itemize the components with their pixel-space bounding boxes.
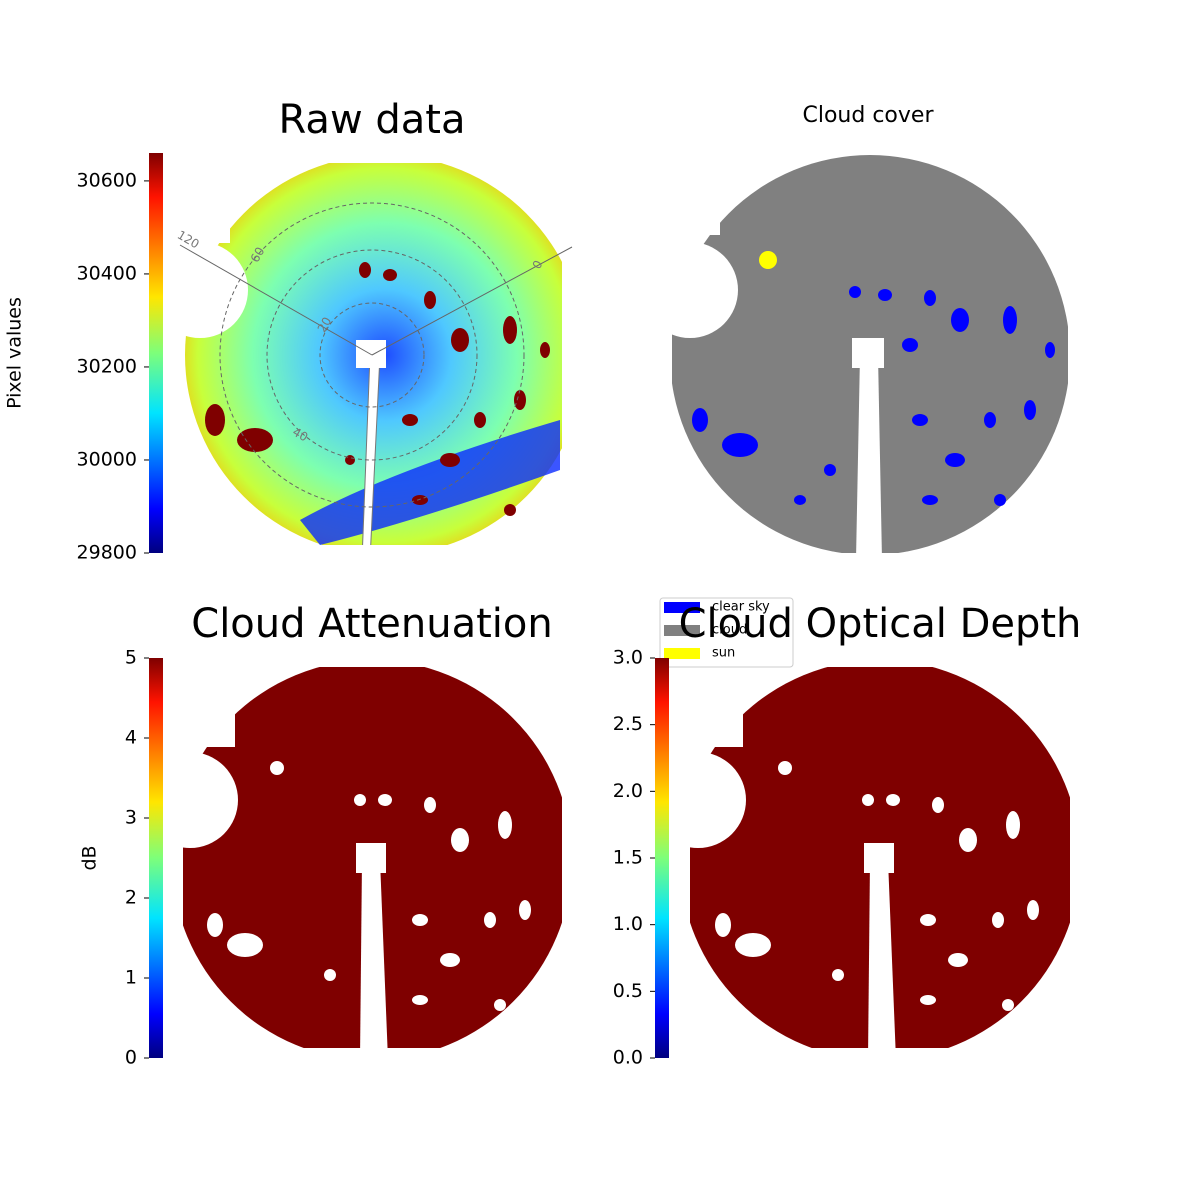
- colorbar-tick-label: 0: [125, 1047, 137, 1069]
- panel-title: Raw data: [279, 97, 466, 143]
- colorbar-tick-label: 30000: [77, 448, 137, 470]
- polar-axes: [179, 244, 573, 356]
- colorbar-tick-label: 30400: [77, 262, 137, 284]
- colorbar-tick-label: 4: [125, 727, 137, 749]
- colorbar: [149, 658, 163, 1058]
- panel-title: Cloud cover: [803, 103, 935, 128]
- legend-label: clear sky: [712, 600, 770, 615]
- cloud-cover-image: [672, 155, 1068, 553]
- polar-label: 20: [315, 315, 335, 335]
- colorbar-tick-label: 30200: [77, 355, 137, 377]
- colorbar-tick-label: 1.5: [613, 847, 643, 869]
- colorbar-tick-label: 2.5: [613, 713, 643, 735]
- legend-swatch: [664, 625, 700, 636]
- colorbar-tick-label: 1: [125, 967, 137, 989]
- legend-swatch: [664, 602, 700, 613]
- polar-label: 40: [290, 425, 310, 445]
- colorbar-tick-label: 2.0: [613, 780, 643, 802]
- raw-image: [185, 163, 562, 545]
- colorbar-tick-label: 0.5: [613, 980, 643, 1002]
- colorbar-label: dB: [79, 845, 101, 870]
- legend-swatch: [664, 648, 700, 659]
- attenuation-image: [183, 667, 562, 1048]
- colorbar: [149, 153, 163, 553]
- colorbar-tick-label: 3: [125, 807, 137, 829]
- colorbar-tick-label: 0.0: [613, 1047, 643, 1069]
- colorbar-tick-label: 2: [125, 887, 137, 909]
- colorbar-tick-label: 1.0: [613, 913, 643, 935]
- legend-label: sun: [712, 646, 735, 661]
- colorbar-tick-label: 5: [125, 647, 137, 669]
- colorbar-tick-label: 3.0: [613, 647, 643, 669]
- colorbar-tick-label: 29800: [77, 542, 137, 564]
- panel-title: Cloud Optical Depth: [679, 601, 1082, 647]
- colorbar-tick-label: 30600: [77, 169, 137, 191]
- polar-labels: 120 60 20 40 0: [175, 228, 546, 445]
- legend: clear sky cloud sun: [659, 597, 794, 668]
- colorbar-label: Pixel values: [4, 297, 26, 409]
- polar-grid: [219, 202, 525, 508]
- colorbar: [655, 658, 669, 1058]
- optical-depth-image: [690, 667, 1070, 1048]
- legend-label: cloud: [712, 623, 747, 638]
- panel-title: Cloud Attenuation: [191, 601, 552, 647]
- polar-label: 60: [248, 245, 268, 265]
